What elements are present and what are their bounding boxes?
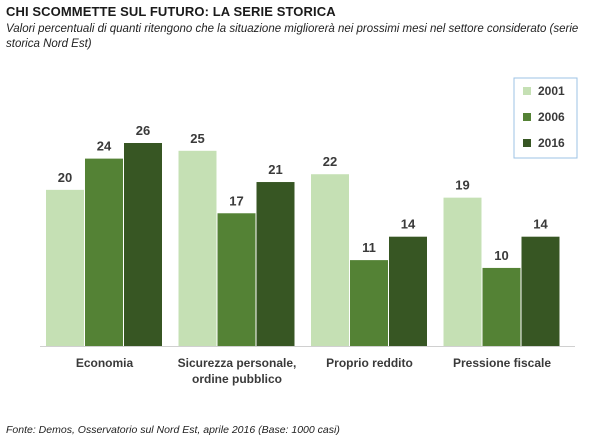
category-label-2: Proprio reddito <box>326 356 413 370</box>
bar-2006-2 <box>350 260 388 346</box>
value-label-2006-3: 10 <box>494 248 508 263</box>
bar-2016-3 <box>521 236 560 346</box>
value-label-2001-0: 20 <box>58 170 72 185</box>
bar-2001-1 <box>178 150 217 346</box>
value-label-2016-3: 14 <box>533 217 548 232</box>
value-label-2016-1: 21 <box>268 162 282 177</box>
value-label-2001-2: 22 <box>323 154 337 169</box>
legend: 2001 2006 2016 <box>513 77 578 159</box>
category-label-1: Sicurezza personale, <box>178 356 297 370</box>
bar-2001-2 <box>311 174 349 346</box>
bar-2006-3 <box>482 267 521 346</box>
bar-2006-1 <box>217 213 256 346</box>
legend-swatch-2006 <box>523 113 531 121</box>
value-label-2016-2: 14 <box>401 217 416 232</box>
legend-swatch-2016 <box>523 139 531 147</box>
bar-2016-2 <box>389 236 427 346</box>
category-label-0: Economia <box>76 356 134 370</box>
bars-group <box>46 143 560 346</box>
value-label-2006-1: 17 <box>229 193 243 208</box>
value-label-2001-3: 19 <box>455 178 469 193</box>
value-labels-group: 20 24 26 25 17 21 22 11 14 19 10 14 <box>58 123 549 263</box>
bar-2006-0 <box>85 158 123 346</box>
value-label-2006-2: 11 <box>362 240 376 255</box>
value-label-2006-0: 24 <box>97 139 112 154</box>
bar-2016-0 <box>124 143 162 346</box>
value-label-2001-1: 25 <box>190 131 204 146</box>
bar-2001-3 <box>443 197 482 346</box>
category-label-1: ordine pubblico <box>192 372 282 386</box>
category-labels-group: Economia Sicurezza personale, ordine pubbl… <box>76 356 552 386</box>
source-note: Fonte: Demos, Osservatorio sul Nord Est,… <box>6 424 340 436</box>
legend-label-2001: 2001 <box>538 84 565 98</box>
legend-swatch-2001 <box>523 87 531 95</box>
legend-label-2006: 2006 <box>538 110 565 124</box>
bar-2001-0 <box>46 189 84 346</box>
chart-title: CHI SCOMMETTE SUL FUTURO: LA SERIE STORI… <box>6 4 336 19</box>
value-label-2016-0: 26 <box>136 123 150 138</box>
bar-2016-1 <box>256 182 295 346</box>
legend-label-2016: 2016 <box>538 136 565 150</box>
category-label-3: Pressione fiscale <box>453 356 551 370</box>
chart-subtitle: Valori percentuali di quanti ritengono c… <box>6 23 579 50</box>
